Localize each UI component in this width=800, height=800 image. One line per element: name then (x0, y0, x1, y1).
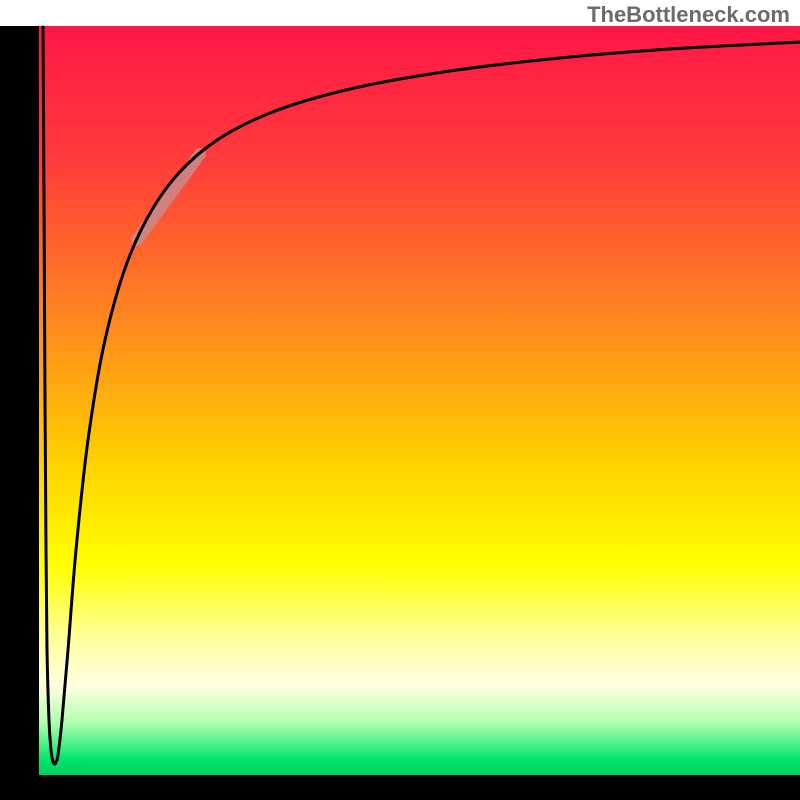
chart-svg (0, 0, 800, 800)
watermark-text: TheBottleneck.com (587, 2, 790, 28)
bottleneck-chart: TheBottleneck.com (0, 0, 800, 800)
plot-area (39, 26, 800, 775)
